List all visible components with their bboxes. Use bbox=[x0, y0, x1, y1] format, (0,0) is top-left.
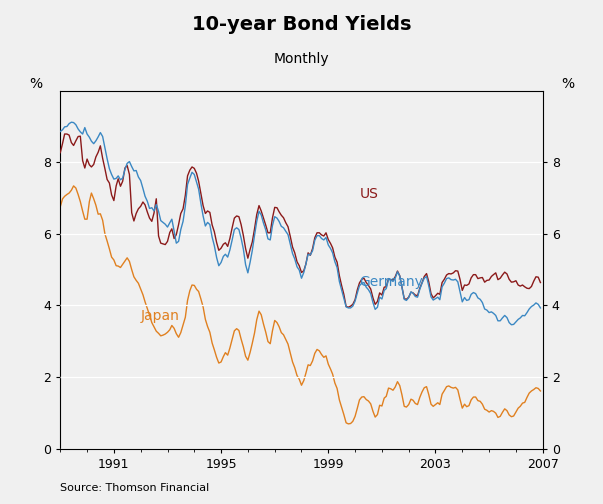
Text: %: % bbox=[29, 77, 42, 91]
Text: 10-year Bond Yields: 10-year Bond Yields bbox=[192, 15, 411, 34]
Text: Germany: Germany bbox=[359, 275, 423, 289]
Text: Source: Thomson Financial: Source: Thomson Financial bbox=[60, 483, 210, 493]
Text: Monthly: Monthly bbox=[274, 52, 329, 66]
Text: %: % bbox=[561, 77, 574, 91]
Text: Japan: Japan bbox=[140, 309, 180, 323]
Text: US: US bbox=[359, 187, 378, 201]
